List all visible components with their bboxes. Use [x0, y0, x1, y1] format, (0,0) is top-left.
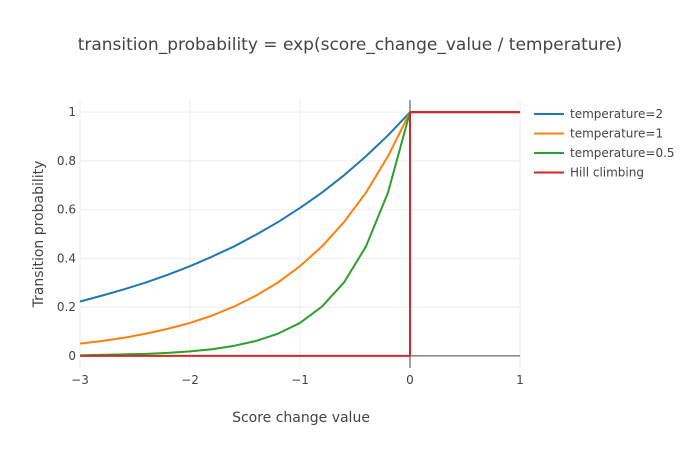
y-axis-title: Transition probability — [31, 161, 47, 309]
x-axis-title: Score change value — [232, 410, 370, 426]
y-tick-label: 0.6 — [57, 203, 76, 217]
x-tick-label: 0 — [406, 373, 414, 387]
y-tick-label: 0.2 — [57, 300, 76, 314]
series-line-hill-climbing — [80, 111, 520, 357]
legend[interactable]: temperature=2 temperature=1 temperature=0.… — [534, 107, 675, 180]
x-tick-label: 1 — [516, 373, 524, 387]
y-tick-label: 0.4 — [57, 251, 76, 265]
y-tick-label: 1 — [68, 105, 76, 119]
y-tick-label: 0 — [68, 349, 76, 363]
legend-item-temperature-0-5[interactable]: temperature=0.5 — [534, 146, 675, 160]
x-tick-label: −3 — [71, 373, 89, 387]
series-layer — [79, 111, 520, 357]
legend-item-temperature-1[interactable]: temperature=1 — [534, 127, 663, 141]
ticks-layer: −3 −2 −1 0 1 0 0.2 0.4 0.6 0.8 1 — [57, 105, 524, 387]
legend-item-hill-climbing[interactable]: Hill climbing — [534, 166, 644, 180]
legend-label: Hill climbing — [570, 166, 644, 180]
legend-label: temperature=1 — [570, 127, 663, 141]
x-tick-label: −1 — [291, 373, 309, 387]
legend-label: temperature=0.5 — [570, 146, 675, 160]
x-tick-label: −2 — [181, 373, 199, 387]
legend-item-temperature-2[interactable]: temperature=2 — [534, 107, 663, 121]
chart-title: transition_probability = exp(score_chang… — [78, 35, 623, 55]
y-tick-label: 0.8 — [57, 154, 76, 168]
legend-label: temperature=2 — [570, 107, 663, 121]
